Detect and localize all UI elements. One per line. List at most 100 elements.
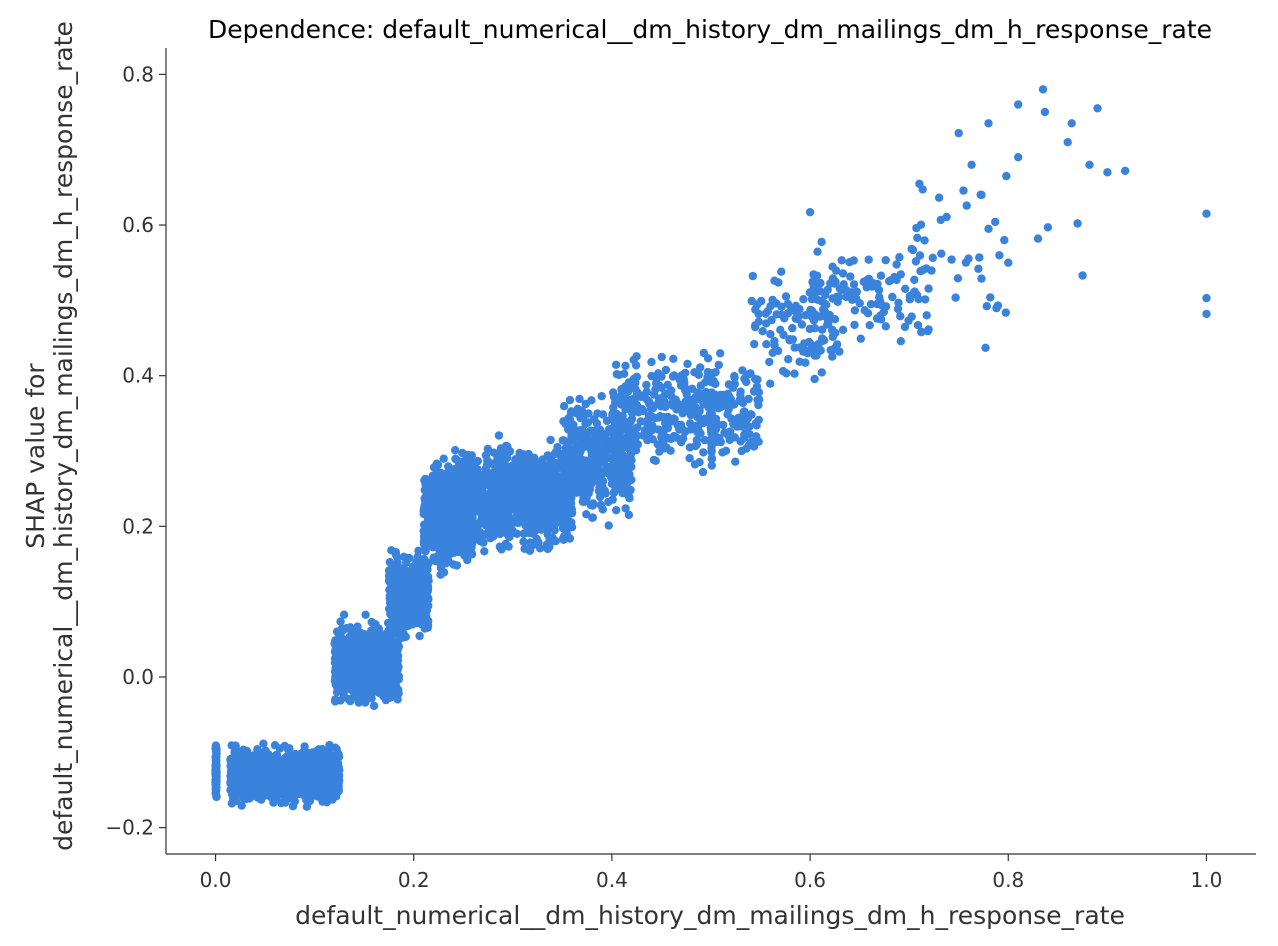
scatter-point <box>559 481 569 491</box>
scatter-point <box>445 548 454 557</box>
scatter-point <box>212 761 221 771</box>
scatter-point <box>271 793 280 803</box>
scatter-point <box>275 782 285 791</box>
scatter-point <box>569 453 578 462</box>
scatter-point <box>559 402 569 411</box>
scatter-point <box>604 469 613 478</box>
scatter-point <box>439 477 448 486</box>
scatter-point <box>255 781 264 790</box>
scatter-point <box>325 740 334 750</box>
scatter-point <box>212 768 221 777</box>
scatter-point <box>578 459 587 468</box>
scatter-point <box>353 654 363 664</box>
scatter-point <box>281 798 290 807</box>
scatter-point <box>316 758 325 768</box>
scatter-point <box>356 628 365 637</box>
scatter-point <box>334 656 343 665</box>
scatter-point <box>489 473 498 482</box>
scatter-point <box>326 751 336 760</box>
scatter-point <box>324 776 333 785</box>
scatter-point <box>402 554 411 563</box>
scatter-point <box>621 468 630 477</box>
scatter-point <box>428 479 437 489</box>
scatter-point <box>286 757 296 766</box>
scatter-point <box>511 515 521 524</box>
scatter-point <box>502 453 512 463</box>
scatter-point <box>381 639 391 648</box>
scatter-point <box>528 527 537 537</box>
scatter-point <box>736 387 745 396</box>
scatter-point <box>440 495 449 504</box>
scatter-point <box>613 463 622 472</box>
scatter-point <box>494 431 504 440</box>
scatter-point <box>484 500 493 510</box>
scatter-point <box>436 532 445 542</box>
scatter-point <box>598 453 607 463</box>
scatter-point <box>284 791 293 800</box>
scatter-point <box>511 467 521 477</box>
scatter-point <box>350 691 359 700</box>
scatter-point <box>550 519 560 528</box>
scatter-point <box>239 762 248 771</box>
scatter-point <box>470 495 479 504</box>
scatter-point <box>500 479 509 488</box>
scatter-point <box>227 799 237 808</box>
scatter-point <box>421 546 430 556</box>
scatter-point <box>502 499 511 509</box>
scatter-point <box>611 360 621 369</box>
scatter-point <box>212 746 221 755</box>
scatter-point <box>367 617 376 627</box>
scatter-point <box>601 489 610 498</box>
scatter-point <box>276 756 286 765</box>
scatter-point <box>212 786 221 795</box>
scatter-point <box>547 511 556 520</box>
scatter-point <box>582 510 591 519</box>
scatter-point <box>302 802 312 811</box>
scatter-point <box>496 444 506 453</box>
scatter-point <box>500 517 509 526</box>
scatter-point <box>399 629 408 638</box>
scatter-point <box>559 471 568 480</box>
scatter-point <box>504 532 514 541</box>
scatter-point <box>647 357 656 367</box>
scatter-point <box>579 440 589 450</box>
scatter-point <box>463 511 473 521</box>
scatter-point <box>539 489 548 498</box>
scatter-point <box>374 624 383 633</box>
scatter-point <box>473 483 482 492</box>
scatter-point <box>559 534 568 543</box>
scatter-point <box>490 461 499 470</box>
scatter-point <box>304 791 313 801</box>
scatter-point <box>336 617 345 626</box>
scatter-point <box>370 678 380 687</box>
scatter-point <box>394 589 403 598</box>
scatter-point <box>371 637 381 646</box>
scatter-point <box>330 787 339 796</box>
scatter-point <box>339 692 349 701</box>
scatter-point <box>479 472 488 482</box>
scatter-point <box>400 614 409 623</box>
scatter-point <box>435 514 444 524</box>
scatter-point <box>241 769 250 779</box>
scatter-point <box>462 493 472 502</box>
scatter-point <box>480 547 489 556</box>
scatter-point <box>390 562 400 571</box>
scatter-point <box>624 510 634 520</box>
scatter-point <box>537 456 547 465</box>
scatter-point <box>435 552 445 562</box>
scatter-point <box>596 478 605 487</box>
scatter-point <box>509 480 518 490</box>
scatter-point <box>585 484 595 494</box>
scatter-point <box>273 774 282 783</box>
scatter-point <box>393 605 403 614</box>
scatter-point <box>575 394 584 404</box>
scatter-point <box>367 658 376 667</box>
scatter-point <box>436 468 446 478</box>
scatter-point <box>526 538 535 547</box>
scatter-point <box>339 610 349 619</box>
scatter-point <box>449 537 458 547</box>
scatter-point <box>597 392 606 401</box>
scatter-point <box>391 550 401 559</box>
